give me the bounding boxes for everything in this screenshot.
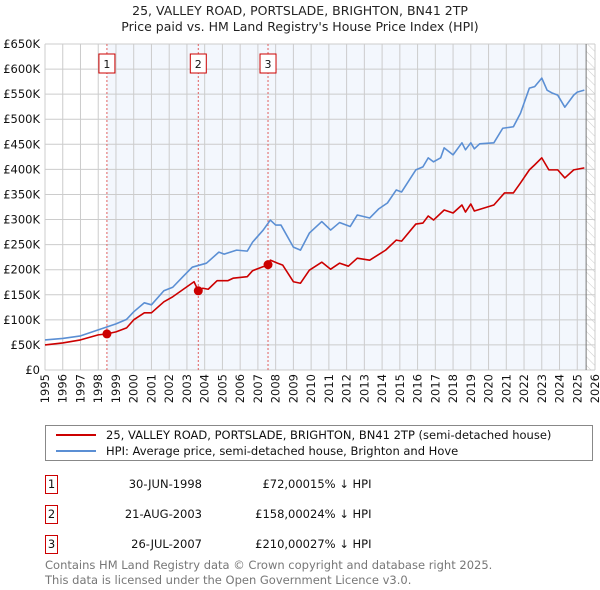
x-tick-label: 1995 bbox=[38, 374, 52, 403]
x-tick-label: 2023 bbox=[535, 374, 549, 403]
legend-swatch-blue bbox=[56, 450, 96, 452]
x-tick-label: 2026 bbox=[588, 374, 600, 403]
legend: 25, VALLEY ROAD, PORTSLADE, BRIGHTON, BN… bbox=[45, 425, 593, 461]
legend-label: 25, VALLEY ROAD, PORTSLADE, BRIGHTON, BN… bbox=[106, 428, 552, 442]
sale-price: £210,000 bbox=[255, 537, 310, 551]
sale-point bbox=[102, 329, 112, 339]
y-tick-label: £650K bbox=[3, 37, 40, 51]
sale-point bbox=[263, 260, 273, 270]
legend-item-hpi: HPI: Average price, semi-detached house,… bbox=[56, 443, 458, 459]
hatched-future-region bbox=[586, 44, 595, 370]
x-tick-label: 2006 bbox=[233, 374, 247, 403]
sale-hpi-diff: 15% ↓ HPI bbox=[310, 477, 372, 491]
x-tick-label: 2007 bbox=[251, 374, 265, 403]
x-tick-label: 2002 bbox=[162, 374, 176, 403]
sale-label-box bbox=[189, 53, 207, 74]
x-tick-label: 2013 bbox=[357, 374, 371, 403]
sale-point bbox=[193, 286, 203, 296]
legend-swatch-red bbox=[56, 434, 96, 436]
x-tick-label: 2004 bbox=[198, 374, 212, 403]
sale-date: 21-AUG-2003 bbox=[124, 507, 202, 521]
sale-label-box bbox=[98, 53, 116, 74]
y-tick-label: £400K bbox=[3, 162, 40, 176]
hpi-line bbox=[44, 77, 585, 341]
sale-date: 30-JUN-1998 bbox=[128, 477, 202, 491]
table-row: 2 21-AUG-2003 £158,000 24% ↓ HPI bbox=[45, 505, 545, 525]
y-tick-label: £50K bbox=[11, 338, 41, 352]
x-tick-label: 2011 bbox=[322, 374, 336, 403]
x-tick-label: 2025 bbox=[570, 374, 584, 403]
sale-label-number: 2 bbox=[195, 58, 202, 71]
y-tick-label: £100K bbox=[3, 313, 40, 327]
sale-marker-box: 2 bbox=[45, 505, 58, 524]
y-tick-label: £250K bbox=[3, 238, 40, 252]
x-tick-label: 1997 bbox=[73, 374, 87, 403]
legend-item-property: 25, VALLEY ROAD, PORTSLADE, BRIGHTON, BN… bbox=[56, 427, 551, 443]
x-tick-label: 2003 bbox=[180, 374, 194, 403]
sale-label-number: 1 bbox=[103, 58, 110, 71]
y-tick-label: £200K bbox=[3, 263, 40, 277]
sale-marker-box: 3 bbox=[45, 535, 58, 554]
y-tick-label: £300K bbox=[3, 213, 40, 227]
y-tick-label: £0 bbox=[25, 363, 40, 377]
x-tick-label: 2016 bbox=[411, 374, 425, 403]
x-tick-label: 2008 bbox=[269, 374, 283, 403]
footer-licence: This data is licensed under the Open Gov… bbox=[45, 573, 412, 587]
sale-marker-box: 1 bbox=[45, 475, 58, 494]
sale-label-box bbox=[259, 53, 277, 74]
x-tick-label: 2017 bbox=[428, 374, 442, 403]
x-tick-label: 2020 bbox=[482, 374, 496, 403]
x-tick-label: 2021 bbox=[499, 374, 513, 403]
y-tick-label: £450K bbox=[3, 137, 40, 151]
x-tick-label: 2010 bbox=[304, 374, 318, 403]
x-tick-label: 2000 bbox=[127, 374, 141, 403]
x-tick-label: 2024 bbox=[553, 374, 567, 403]
x-tick-label: 2014 bbox=[375, 374, 389, 403]
property-price-line bbox=[44, 157, 585, 346]
x-tick-label: 2001 bbox=[144, 374, 158, 403]
y-tick-label: £150K bbox=[3, 288, 40, 302]
sale-price: £158,000 bbox=[255, 507, 310, 521]
x-tick-label: 1996 bbox=[56, 374, 70, 403]
chart-subtitle: Price paid vs. HM Land Registry's House … bbox=[121, 19, 479, 34]
chart-title: 25, VALLEY ROAD, PORTSLADE, BRIGHTON, BN… bbox=[132, 3, 468, 18]
x-tick-label: 2005 bbox=[215, 374, 229, 403]
sale-price: £72,000 bbox=[262, 477, 310, 491]
x-tick-label: 2022 bbox=[517, 374, 531, 403]
x-tick-label: 2019 bbox=[464, 374, 478, 403]
table-row: 3 26-JUL-2007 £210,000 27% ↓ HPI bbox=[45, 535, 545, 555]
sale-date: 26-JUL-2007 bbox=[131, 537, 202, 551]
legend-label: HPI: Average price, semi-detached house,… bbox=[106, 444, 459, 458]
price-chart: 1995 1996 1997 1998 1999 2000 2001 2002 2003 2004… bbox=[3, 37, 600, 403]
table-row: 1 30-JUN-1998 £72,000 15% ↓ HPI bbox=[45, 475, 545, 495]
x-tick-label: 2018 bbox=[446, 374, 460, 403]
x-tick-label: 2012 bbox=[340, 374, 354, 403]
x-tick-label: 2009 bbox=[286, 374, 300, 403]
y-tick-label: £550K bbox=[3, 87, 40, 101]
y-tick-label: £600K bbox=[3, 62, 40, 76]
sale-label-number: 3 bbox=[265, 58, 272, 71]
sale-hpi-diff: 24% ↓ HPI bbox=[310, 507, 372, 521]
y-tick-label: £350K bbox=[3, 187, 40, 201]
x-tick-label: 2015 bbox=[393, 374, 407, 403]
sale-hpi-diff: 27% ↓ HPI bbox=[310, 537, 372, 551]
x-tick-label: 1999 bbox=[109, 374, 123, 403]
x-tick-label: 1998 bbox=[91, 374, 105, 403]
footer-copyright: Contains HM Land Registry data © Crown c… bbox=[45, 558, 493, 572]
y-tick-label: £500K bbox=[3, 112, 40, 126]
